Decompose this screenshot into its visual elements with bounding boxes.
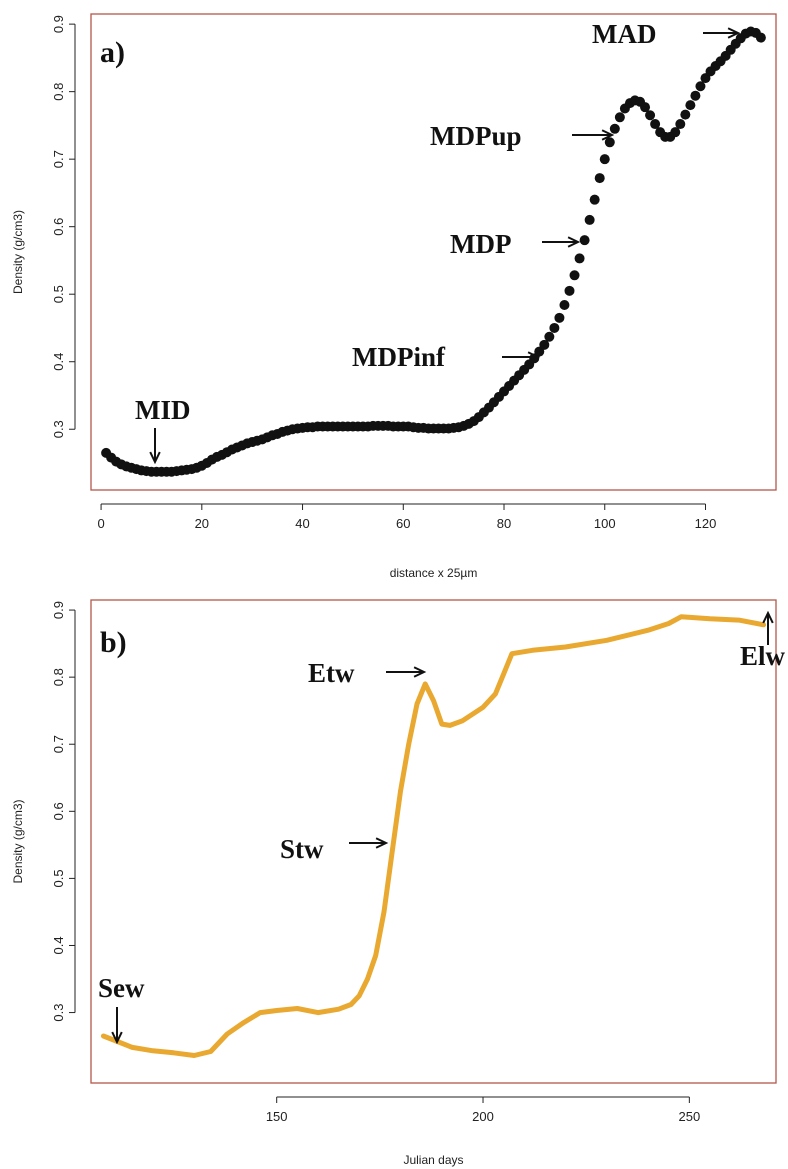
data-point — [574, 253, 585, 264]
panel-b-y-tick-label: 0.4 — [51, 936, 66, 954]
annotation-mdp-arrow-head — [567, 236, 581, 248]
data-point — [680, 109, 691, 120]
data-point — [564, 285, 575, 296]
data-point — [650, 119, 661, 130]
panel-a-x-tick-label: 40 — [295, 516, 309, 531]
panel-a-y-tick-label: 0.5 — [51, 285, 66, 303]
panel-a-y-tick-label: 0.4 — [51, 353, 66, 371]
data-point — [755, 32, 766, 43]
panel-a-x-tick-label: 0 — [97, 516, 104, 531]
panel-a-y-tick-label: 0.7 — [51, 150, 66, 168]
data-point — [640, 102, 651, 113]
data-point — [544, 331, 555, 342]
panel-b-y-tick-label: 0.8 — [51, 668, 66, 686]
panel-a-y-tick-label: 0.3 — [51, 420, 66, 438]
data-point — [589, 194, 600, 205]
panel-a: 0.3 0.4 0.5 0.6 0.7 0.8 0.9 0 20 40 60 80 100 120 dist… — [11, 13, 777, 580]
data-point — [604, 137, 615, 148]
data-point — [685, 100, 696, 111]
panel-b-y-tick-label: 0.7 — [51, 735, 66, 753]
data-point — [584, 214, 595, 225]
annotation-mid-arrow-head — [149, 451, 161, 465]
panel-a-y-tick-label: 0.9 — [51, 15, 66, 33]
annotation-mdpup-arrow — [572, 129, 615, 141]
data-point — [559, 300, 570, 311]
annotation-sew-arrow — [111, 1007, 123, 1045]
panel-a-plot-frame — [90, 13, 777, 491]
data-point — [549, 322, 560, 333]
annotation-mid-label: MID — [135, 395, 191, 425]
data-point — [645, 110, 656, 121]
annotation-mad-arrow — [703, 27, 741, 39]
panel-a-x-tick-label: 100 — [594, 516, 616, 531]
panel-b-x-axis-title: Julian days — [403, 1153, 463, 1167]
annotation-mad-arrow-head — [727, 27, 741, 39]
data-point — [599, 154, 610, 165]
panel-a-y-axis-title: Density (g/cm3) — [11, 210, 25, 294]
annotation-sew-label: Sew — [98, 973, 145, 1003]
panel-a-x-axis-title: distance x 25µm — [390, 566, 478, 580]
panel-a-x-tick-label: 80 — [497, 516, 511, 531]
panel-a-x-tick-label: 60 — [396, 516, 410, 531]
annotation-etw-arrow — [386, 666, 427, 678]
data-point — [579, 235, 590, 246]
annotation-elw-label: Elw — [740, 641, 786, 671]
panel-b-y-tick-label: 0.3 — [51, 1004, 66, 1022]
data-point — [690, 90, 701, 101]
panel-b: 0.3 0.4 0.5 0.6 0.7 0.8 0.9 150 200 250 Julian day… — [11, 599, 786, 1167]
annotation-mad-label: MAD — [592, 19, 656, 49]
annotation-mdpinf-label: MDPinf — [352, 342, 446, 372]
data-point — [609, 123, 620, 134]
annotation-elw-arrow-head — [762, 610, 774, 624]
data-point — [614, 112, 625, 123]
annotation-mdpinf-arrow-head — [527, 351, 541, 363]
panel-b-x-tick-label: 150 — [266, 1109, 288, 1124]
panel-b-y-tick-label: 0.5 — [51, 869, 66, 887]
annotation-stw-label: Stw — [280, 834, 324, 864]
data-point — [675, 119, 686, 130]
annotation-etw-label: Etw — [308, 658, 355, 688]
panel-b-series-line — [100, 614, 767, 1058]
panel-b-panel-label: b) — [100, 626, 127, 659]
annotation-mid-arrow — [149, 428, 161, 465]
annotation-elw-arrow — [762, 610, 774, 645]
annotation-mdp-arrow — [542, 236, 581, 248]
panel-a-x-tick-label: 20 — [195, 516, 209, 531]
annotation-etw-arrow-head — [413, 666, 427, 678]
panel-b-y-axis-title: Density (g/cm3) — [11, 799, 25, 883]
annotation-mdp-label: MDP — [450, 229, 511, 259]
annotation-stw-arrow-head — [375, 837, 389, 849]
panel-a-x-tick-label: 120 — [695, 516, 717, 531]
panel-b-y-tick-label: 0.6 — [51, 802, 66, 820]
panel-a-series-points — [101, 26, 766, 477]
annotation-mdpup-label: MDPup — [430, 121, 522, 151]
panel-b-x-tick-label: 250 — [678, 1109, 700, 1124]
annotation-mdpup-arrow-head — [601, 129, 615, 141]
data-point — [670, 127, 681, 138]
data-point — [539, 339, 550, 350]
panel-b-x-tick-label: 200 — [472, 1109, 494, 1124]
annotation-stw-arrow — [349, 837, 389, 849]
annotation-mdpinf-arrow — [502, 351, 541, 363]
panel-a-panel-label: a) — [100, 36, 125, 69]
data-point — [569, 270, 580, 281]
data-point — [594, 173, 605, 184]
panel-b-y-tick-label: 0.9 — [51, 601, 66, 619]
annotation-sew-arrow-head — [111, 1031, 123, 1045]
panel-a-y-tick-label: 0.8 — [51, 83, 66, 101]
data-point — [554, 312, 565, 323]
panel-a-y-tick-label: 0.6 — [51, 218, 66, 236]
panel-b-plot-frame — [90, 599, 777, 1084]
data-point — [695, 81, 706, 92]
